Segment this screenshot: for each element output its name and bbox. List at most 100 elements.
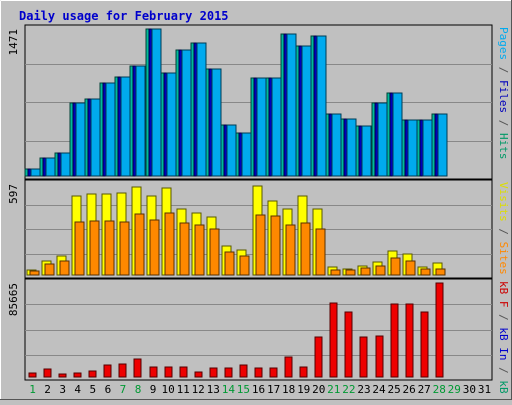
x-tick-label-day-2: 2 (44, 383, 51, 396)
bar-pages-day-22 (346, 118, 357, 177)
legend-entry: / (497, 222, 510, 242)
bar-kb-f-day-25 (390, 303, 399, 378)
x-tick-label-day-10: 10 (161, 383, 174, 396)
bar-pages-day-15 (241, 132, 252, 177)
panel-pages-files-hits: 1471 Pages / Files / Hits (7, 24, 510, 180)
bar-kb-f-day-1 (28, 372, 37, 378)
bar-kb-f-day-16 (254, 367, 263, 378)
bar-sites-day-1 (29, 270, 40, 276)
bar-sites-day-17 (270, 215, 281, 276)
legend-entry: kB F (497, 281, 510, 308)
bar-sites-day-11 (179, 222, 190, 276)
bar-sites-day-2 (44, 263, 55, 276)
legend-entry: / (497, 308, 510, 328)
y-axis-max-label: 1471 (7, 29, 20, 56)
bar-kb-f-day-18 (284, 356, 293, 378)
bar-pages-day-17 (271, 77, 282, 177)
bar-pages-day-20 (316, 35, 327, 177)
legend-entry: Pages (497, 27, 510, 60)
bar-sites-day-20 (315, 228, 326, 276)
bar-pages-day-28 (437, 113, 448, 177)
bar-sites-day-24 (375, 265, 386, 276)
x-tick-label-day-5: 5 (89, 383, 96, 396)
bar-sites-day-10 (164, 212, 175, 276)
bar-pages-day-8 (135, 65, 146, 177)
chart-title: Daily usage for February 2015 (19, 9, 229, 23)
bar-sites-day-22 (345, 269, 356, 276)
x-tick-label-day-15: 15 (237, 383, 250, 396)
x-tick-label-day-8: 8 (135, 383, 142, 396)
x-tick-label-day-19: 19 (297, 383, 310, 396)
x-tick-label-day-14: 14 (222, 383, 236, 396)
bar-kb-f-day-22 (344, 311, 353, 378)
y-axis-max-label: 597 (7, 184, 20, 204)
bar-sites-day-27 (420, 268, 431, 276)
bar-sites-day-25 (390, 257, 401, 276)
bar-sites-day-16 (255, 214, 266, 276)
bar-kb-f-day-3 (58, 373, 67, 378)
x-tick-label-day-16: 16 (252, 383, 265, 396)
x-tick-label-day-9: 9 (150, 383, 157, 396)
legend-entry: / (497, 113, 510, 133)
bar-sites-day-3 (59, 260, 70, 276)
bar-kb-f-day-21 (329, 302, 338, 378)
bar-pages-day-18 (286, 33, 297, 177)
x-tick-label-day-20: 20 (312, 383, 325, 396)
bar-sites-day-21 (330, 269, 341, 276)
legend-entry: Hits (497, 133, 510, 160)
bar-kb-f-day-15 (239, 364, 248, 378)
legend-kb: kB F / kB In / kB Out (497, 281, 510, 400)
bar-sites-day-19 (300, 222, 311, 276)
bar-pages-day-19 (301, 45, 312, 177)
bar-sites-day-14 (224, 251, 235, 276)
bar-sites-day-4 (74, 221, 85, 276)
bar-pages-day-2 (45, 157, 56, 177)
bar-kb-f-day-7 (118, 363, 127, 378)
panel-frame (24, 278, 493, 381)
bar-kb-f-day-23 (359, 336, 368, 378)
panel-visits-sites: 597 Visits / Sites (7, 179, 510, 279)
x-tick-label-day-13: 13 (207, 383, 220, 396)
legend-visits-sites: Visits / Sites (497, 182, 510, 275)
bar-pages-day-16 (256, 77, 267, 177)
x-tick-label-day-24: 24 (372, 383, 386, 396)
bar-kb-f-day-13 (209, 367, 218, 378)
bar-pages-day-27 (422, 119, 433, 177)
bar-pages-day-9 (151, 28, 162, 177)
bar-kb-f-day-17 (269, 367, 278, 378)
bar-pages-day-25 (392, 92, 403, 177)
y-axis-max-label: 85665 (7, 283, 20, 316)
x-axis-labels: 1 2 3 4 5 6 7 8 9 10 11 12 13 14 15 16 17 18 19 20 21 22 23 24 2… (29, 383, 491, 396)
bar-pages-day-10 (166, 72, 177, 177)
bar-pages-day-11 (181, 49, 192, 177)
legend-entry: Files (497, 80, 510, 113)
x-tick-label-day-23: 23 (357, 383, 370, 396)
bar-sites-day-5 (89, 220, 100, 276)
bar-pages-day-7 (120, 76, 131, 177)
bar-pages-day-1 (30, 168, 41, 177)
bar-sites-day-13 (209, 228, 220, 276)
x-tick-label-day-1: 1 (29, 383, 36, 396)
bar-kb-f-day-20 (314, 336, 323, 378)
x-tick-label-day-6: 6 (105, 383, 112, 396)
bar-kb-f-day-6 (103, 364, 112, 378)
x-tick-label-day-22: 22 (342, 383, 355, 396)
bar-pages-day-6 (105, 82, 116, 177)
bar-kb-f-day-2 (43, 368, 52, 378)
x-tick-label-day-31: 31 (478, 383, 491, 396)
x-tick-label-day-11: 11 (177, 383, 190, 396)
panel-kb: 85665 kB F / kB In / kB Out (7, 278, 510, 405)
bar-sites-day-7 (119, 221, 130, 276)
x-tick-label-day-3: 3 (59, 383, 66, 396)
bar-pages-day-12 (196, 42, 207, 177)
x-tick-label-day-27: 27 (418, 383, 431, 396)
x-tick-label-day-17: 17 (267, 383, 280, 396)
bar-kb-f-day-8 (133, 358, 142, 378)
bar-pages-day-3 (60, 152, 71, 177)
bar-kb-f-day-5 (88, 370, 97, 378)
bar-sites-day-12 (194, 224, 205, 276)
x-tick-label-day-25: 25 (387, 383, 400, 396)
bar-kb-f-day-24 (375, 335, 384, 378)
